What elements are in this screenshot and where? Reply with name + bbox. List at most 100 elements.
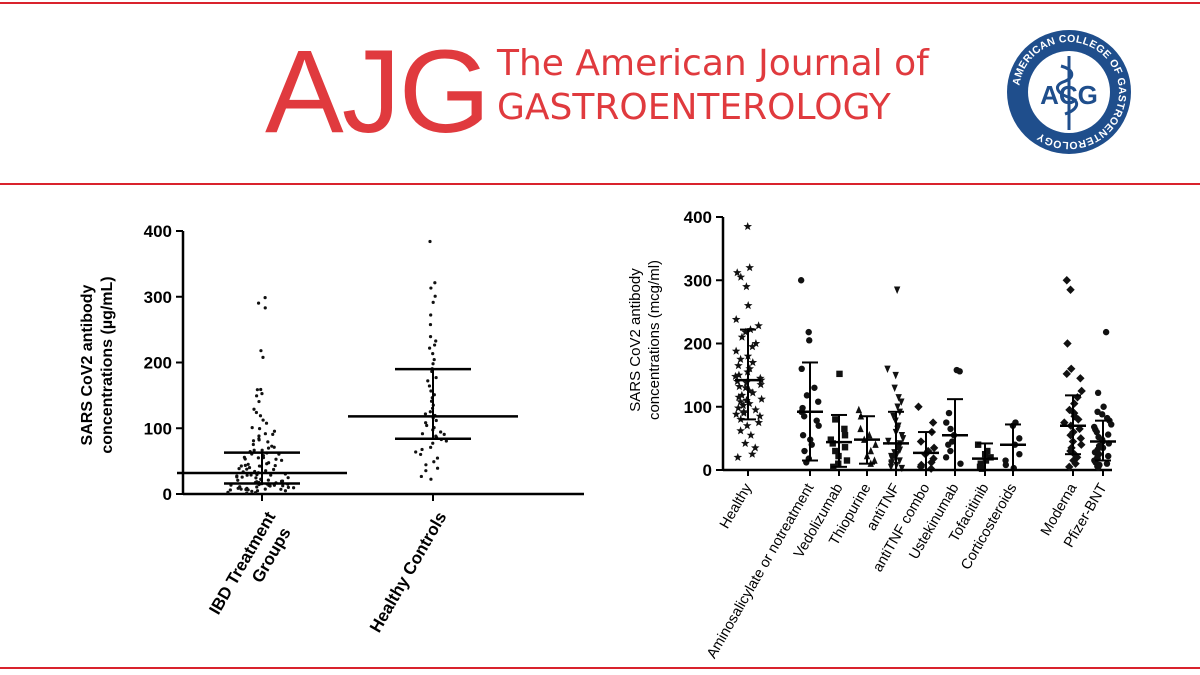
data-point bbox=[439, 430, 443, 434]
data-point bbox=[872, 440, 879, 448]
data-point bbox=[798, 365, 805, 372]
data-point bbox=[916, 437, 926, 446]
data-point bbox=[832, 447, 839, 455]
data-point bbox=[271, 432, 275, 436]
data-point bbox=[239, 487, 243, 491]
data-point bbox=[257, 464, 262, 468]
data-point bbox=[836, 370, 843, 378]
data-point bbox=[805, 328, 812, 336]
data-point bbox=[253, 491, 257, 495]
data-point bbox=[419, 474, 423, 479]
data-point bbox=[245, 473, 249, 477]
data-point bbox=[279, 479, 284, 483]
data-point bbox=[1105, 452, 1112, 460]
data-point bbox=[428, 322, 433, 327]
data-point bbox=[841, 444, 849, 451]
data-point bbox=[263, 306, 267, 310]
bottom-rule bbox=[0, 667, 1200, 669]
data-point bbox=[739, 408, 749, 417]
data-point bbox=[252, 448, 256, 452]
data-point bbox=[755, 411, 765, 420]
data-point bbox=[424, 421, 428, 425]
data-point bbox=[1076, 434, 1086, 443]
data-point bbox=[741, 327, 750, 336]
data-point bbox=[891, 384, 898, 392]
data-point bbox=[898, 398, 905, 406]
data-point bbox=[1002, 461, 1010, 469]
journal-title-line2: GASTROENTEROLOGY bbox=[497, 87, 891, 128]
data-point bbox=[236, 478, 240, 482]
data-point bbox=[268, 484, 272, 488]
data-point bbox=[741, 383, 750, 392]
data-point bbox=[257, 399, 261, 404]
data-point bbox=[801, 447, 808, 455]
data-point bbox=[756, 380, 765, 389]
data-point bbox=[261, 418, 265, 422]
data-point bbox=[228, 488, 232, 492]
data-point bbox=[896, 457, 903, 465]
data-point bbox=[425, 423, 429, 428]
x-tick-label: Healthy bbox=[717, 480, 756, 531]
data-point bbox=[745, 399, 754, 408]
data-point bbox=[731, 371, 740, 380]
data-point bbox=[832, 416, 839, 423]
data-point bbox=[895, 394, 902, 402]
data-point bbox=[1077, 440, 1086, 449]
data-point bbox=[887, 463, 895, 472]
data-point bbox=[894, 403, 901, 411]
data-point bbox=[435, 456, 440, 460]
data-point bbox=[263, 295, 267, 300]
data-point bbox=[236, 486, 240, 490]
ajg-logo: AJG bbox=[265, 26, 490, 158]
data-point bbox=[429, 445, 433, 449]
data-point bbox=[424, 469, 428, 473]
data-point bbox=[243, 457, 247, 461]
data-point bbox=[272, 445, 276, 449]
data-point bbox=[739, 401, 748, 410]
data-point bbox=[261, 355, 265, 359]
data-point bbox=[841, 432, 849, 439]
data-point bbox=[733, 452, 743, 461]
data-point bbox=[741, 438, 750, 448]
x-tick-label: IBD TreatmentGroups bbox=[205, 508, 297, 628]
data-point bbox=[255, 485, 259, 489]
data-point bbox=[734, 370, 744, 379]
y-tick-label: 300 bbox=[144, 288, 172, 307]
data-point bbox=[1066, 285, 1075, 294]
data-point bbox=[898, 464, 906, 473]
data-point bbox=[431, 441, 435, 445]
data-point bbox=[433, 294, 437, 298]
data-point bbox=[1102, 328, 1110, 336]
data-point bbox=[1016, 450, 1023, 458]
data-point bbox=[756, 373, 765, 382]
data-point bbox=[742, 421, 752, 430]
data-point bbox=[736, 354, 745, 363]
data-point bbox=[731, 315, 741, 324]
data-point bbox=[945, 441, 952, 448]
data-point bbox=[429, 389, 433, 393]
data-point bbox=[427, 384, 432, 388]
data-point bbox=[426, 379, 430, 383]
data-point bbox=[841, 425, 848, 433]
data-point bbox=[431, 362, 435, 366]
data-point bbox=[432, 357, 436, 362]
x-tick-label-line: Healthy Controls bbox=[366, 509, 450, 636]
data-point bbox=[943, 419, 950, 426]
data-point bbox=[736, 426, 745, 435]
data-point bbox=[754, 418, 763, 427]
data-point bbox=[1062, 369, 1071, 379]
data-point bbox=[243, 463, 247, 467]
data-point bbox=[292, 486, 296, 490]
data-point bbox=[733, 268, 742, 277]
data-point bbox=[885, 437, 892, 446]
data-point bbox=[829, 440, 836, 447]
data-point bbox=[263, 432, 267, 436]
data-point bbox=[259, 349, 263, 353]
data-point bbox=[734, 392, 744, 401]
data-point bbox=[429, 286, 433, 290]
data-point bbox=[756, 375, 766, 384]
data-point bbox=[283, 489, 288, 493]
data-point bbox=[270, 444, 274, 448]
y-tick-label: 300 bbox=[684, 271, 712, 290]
data-point bbox=[420, 432, 425, 436]
